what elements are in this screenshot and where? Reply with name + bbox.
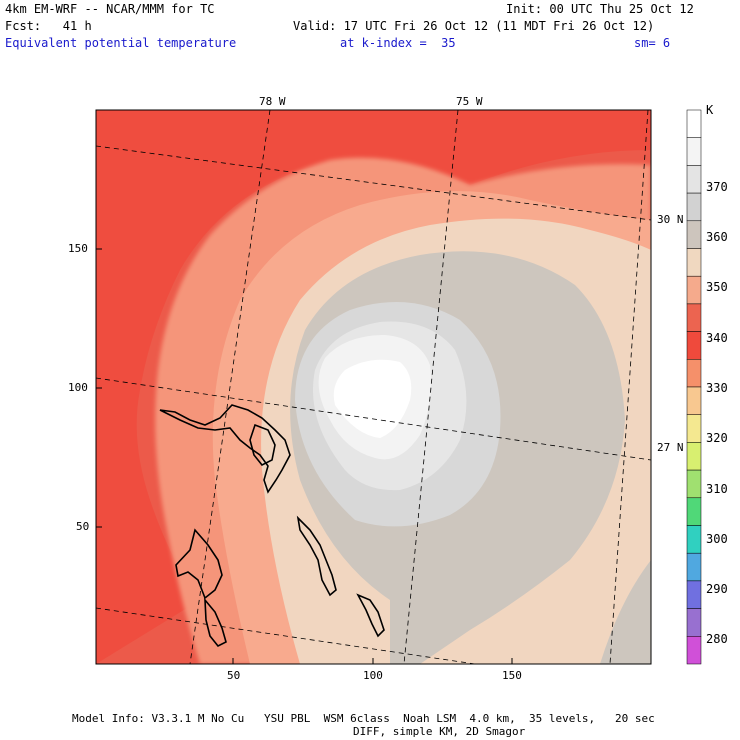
theta-e-field: [96, 110, 651, 664]
lon-label-78w: 78 W: [259, 95, 286, 108]
colorbar-swatch: [686, 165, 702, 194]
valid-time: Valid: 17 UTC Fri 26 Oct 12 (11 MDT Fri …: [293, 19, 655, 33]
x-tick-100: 100: [363, 669, 383, 682]
colorbar-swatch: [686, 442, 702, 471]
axis-ticks: [96, 248, 513, 664]
colorbar-swatch: [686, 414, 702, 443]
lat-label-27n: 27 N: [657, 441, 684, 454]
colorbar-swatch: [686, 109, 702, 138]
x-tick-50: 50: [227, 669, 241, 682]
coastlines: [159, 404, 385, 648]
y-tick-100: 100: [68, 381, 88, 394]
init-time: Init: 00 UTC Thu 25 Oct 12: [506, 2, 694, 16]
colorbar-swatch: [686, 608, 702, 637]
colorbar-label-370: 370: [706, 180, 728, 194]
y-tick-150: 150: [68, 242, 88, 255]
colorbar-swatch: [686, 137, 702, 166]
colorbar-label-340: 340: [706, 331, 728, 345]
colorbar-unit: K: [706, 103, 714, 117]
model-title: 4km EM-WRF -- NCAR/MMM for TC: [5, 2, 215, 16]
colorbar-swatch: [686, 303, 702, 332]
lon-label-75w: 75 W: [456, 95, 483, 108]
colorbar-swatch: [686, 359, 702, 388]
colorbar-swatch: [686, 469, 702, 499]
smoothing: sm= 6: [634, 36, 671, 50]
colorbar-label-320: 320: [706, 431, 728, 445]
colorbar-label-360: 360: [706, 230, 728, 244]
colorbar-swatch: [686, 497, 702, 526]
colorbar-swatch: [686, 248, 702, 277]
colorbar-label-310: 310: [706, 482, 728, 496]
colorbar-swatch: [686, 580, 702, 609]
k-index: at k-index = 35: [340, 36, 456, 50]
lat-lon-grid: [96, 110, 651, 664]
forecast-hour: Fcst: 41 h: [5, 19, 92, 33]
colorbar-label-290: 290: [706, 582, 728, 596]
lat-label-30n: 30 N: [657, 213, 684, 226]
colorbar-swatch: [686, 220, 702, 249]
field-name: Equivalent potential temperature: [5, 36, 237, 50]
colorbar: [686, 109, 702, 665]
colorbar-swatch: [686, 275, 702, 305]
footer-model-info: Model Info: V3.3.1 M No Cu YSU PBL WSM 6…: [72, 712, 655, 725]
colorbar-label-280: 280: [706, 632, 728, 646]
footer-diffusion: DIFF, simple KM, 2D Smagor: [353, 725, 526, 738]
colorbar-swatch: [686, 192, 702, 222]
y-tick-50: 50: [76, 520, 90, 533]
colorbar-swatch: [686, 525, 702, 554]
colorbar-label-300: 300: [706, 532, 728, 546]
colorbar-label-330: 330: [706, 381, 728, 395]
colorbar-swatch: [686, 552, 702, 582]
colorbar-swatch: [686, 636, 702, 665]
colorbar-label-350: 350: [706, 280, 728, 294]
colorbar-swatch: [686, 331, 702, 360]
colorbar-swatch: [686, 386, 702, 415]
x-tick-150: 150: [502, 669, 522, 682]
